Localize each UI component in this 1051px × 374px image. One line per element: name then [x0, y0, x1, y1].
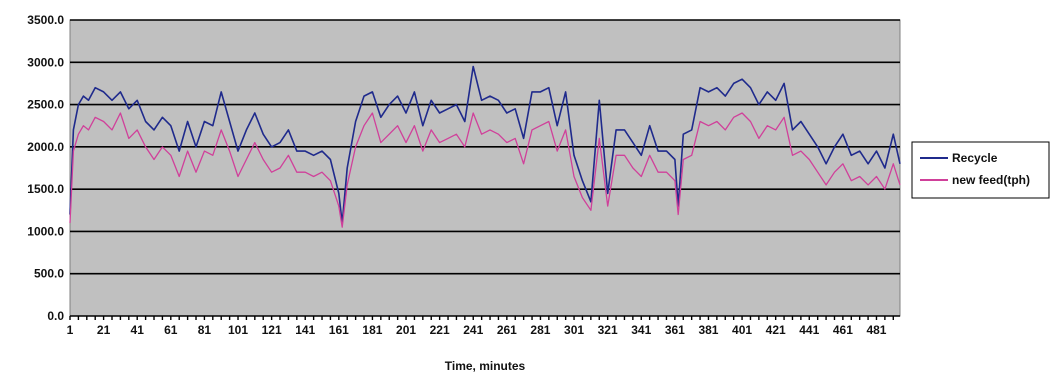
y-tick-label: 2000.0: [27, 140, 64, 154]
x-tick-label: 381: [698, 323, 718, 337]
x-tick-label: 201: [396, 323, 416, 337]
x-tick-label: 321: [598, 323, 618, 337]
x-tick-label: 221: [430, 323, 450, 337]
x-tick-label: 421: [766, 323, 786, 337]
y-tick-label: 500.0: [34, 267, 64, 281]
x-axis-ticks: 1 21 41 61 81 101 121 141 161 181 201 221 241 261 281 3…: [67, 316, 894, 337]
plot-area: [69, 19, 901, 317]
y-axis-ticks: 0.0 500.0 1000.0 1500.0 2000.0 2500.0 3000.0 35…: [27, 13, 64, 323]
y-tick-label: 3000.0: [27, 55, 64, 69]
series-line-recycle: [69, 65, 901, 224]
x-tick-label: 41: [131, 323, 145, 337]
x-tick-label: 281: [530, 323, 550, 337]
series-line-new-feed: [69, 112, 901, 228]
grid-lines: [70, 19, 900, 317]
x-tick-label: 461: [833, 323, 853, 337]
x-tick-label: 361: [665, 323, 685, 337]
x-tick-label: 21: [97, 323, 111, 337]
x-axis-title: Time, minutes: [445, 359, 526, 373]
x-tick-label: 401: [732, 323, 752, 337]
series-lines: [69, 65, 901, 228]
y-tick-label: 1000.0: [27, 224, 64, 238]
y-tick-label: 3500.0: [27, 13, 64, 27]
y-tick-label: 2500.0: [27, 98, 64, 112]
legend-label-recycle: Recycle: [952, 151, 998, 165]
x-tick-label: 441: [799, 323, 819, 337]
x-tick-label: 241: [463, 323, 483, 337]
x-tick-label: 61: [164, 323, 178, 337]
x-tick-label: 341: [631, 323, 651, 337]
legend: Recycle new feed(tph): [911, 141, 1050, 199]
x-tick-label: 121: [262, 323, 282, 337]
y-tick-label: 0.0: [47, 309, 64, 323]
x-tick-label: 161: [329, 323, 349, 337]
x-tick-label: 261: [497, 323, 517, 337]
y-tick-label: 1500.0: [27, 182, 64, 196]
x-tick-label: 481: [866, 323, 886, 337]
x-tick-label: 81: [198, 323, 212, 337]
x-tick-label: 181: [362, 323, 382, 337]
x-tick-label: 101: [228, 323, 248, 337]
x-tick-label: 301: [564, 323, 584, 337]
x-tick-label: 141: [295, 323, 315, 337]
legend-box: [911, 141, 1050, 199]
x-tick-label: 1: [67, 323, 74, 337]
legend-label-new-feed: new feed(tph): [952, 173, 1030, 187]
